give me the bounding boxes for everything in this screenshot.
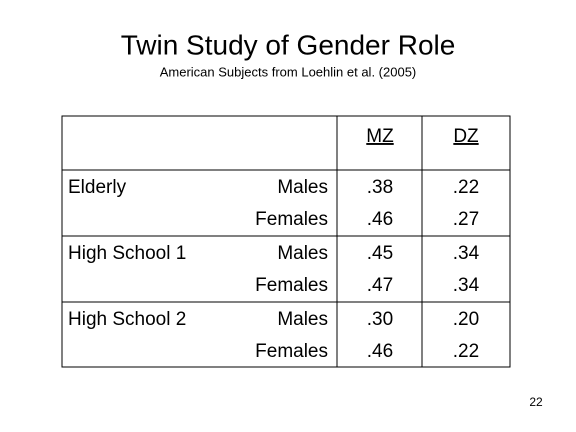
- group-label: High School 2: [68, 309, 186, 330]
- mz-value: .47: [367, 275, 393, 296]
- dz-value: .27: [453, 209, 479, 230]
- row-label: Males: [277, 309, 328, 330]
- mz-value: .45: [367, 243, 393, 264]
- column-header: MZ: [366, 126, 394, 147]
- mz-value: .46: [367, 341, 393, 362]
- page-number: 22: [529, 395, 543, 409]
- row-label: Females: [255, 341, 328, 362]
- mz-value: .46: [367, 209, 393, 230]
- mz-value: .38: [367, 177, 393, 198]
- dz-value: .20: [453, 309, 479, 330]
- dz-value: .34: [453, 243, 480, 264]
- table-frame: [61, 115, 511, 368]
- group-label: Elderly: [68, 177, 127, 198]
- row-label: Males: [277, 243, 328, 264]
- dz-value: .22: [453, 177, 479, 198]
- row-label: Males: [277, 177, 328, 198]
- dz-value: .22: [453, 341, 479, 362]
- mz-value: .30: [367, 309, 393, 330]
- slide-subtitle: American Subjects from Loehlin et al. (2…: [160, 64, 417, 79]
- row-label: Females: [255, 275, 328, 296]
- slide-title: Twin Study of Gender Role: [121, 29, 456, 60]
- dz-value: .34: [453, 275, 480, 296]
- group-label: High School 1: [68, 243, 186, 264]
- row-label: Females: [255, 209, 328, 230]
- column-header: DZ: [453, 126, 479, 147]
